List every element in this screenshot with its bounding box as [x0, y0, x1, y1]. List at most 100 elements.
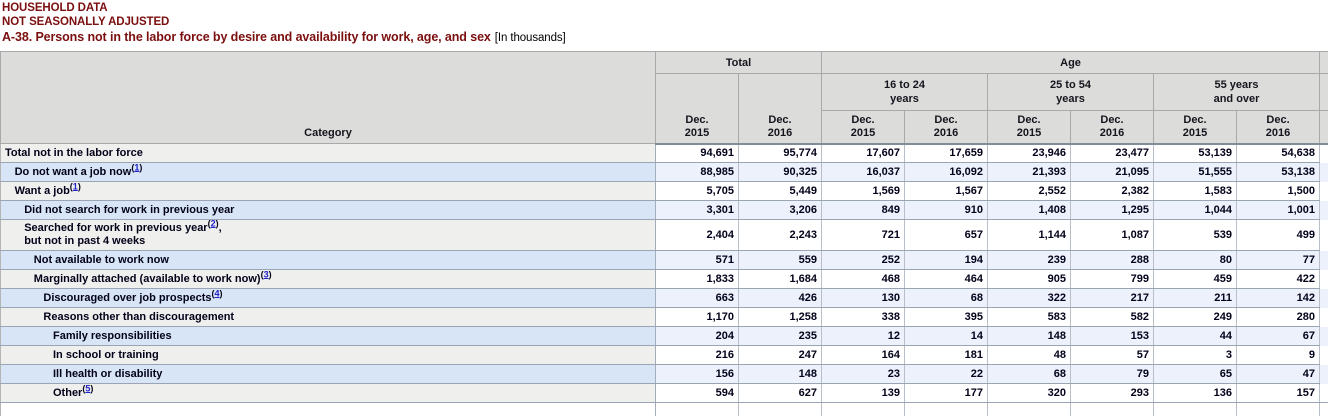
- cutoff-cell: [1319, 269, 1328, 289]
- table-row: Reasons other than discouragement 1,170 1,…: [0, 307, 1328, 327]
- total-dec2015-header: Dec. 2015: [655, 73, 739, 145]
- value-cell: 426: [738, 288, 822, 308]
- value-cell: 1,087: [1070, 219, 1154, 251]
- value-cell: 90,325: [738, 162, 822, 182]
- value-cell: 468: [821, 269, 905, 289]
- value-cell: 1,569: [821, 181, 905, 201]
- value-cell: 217: [1070, 288, 1154, 308]
- value-cell: 5,705: [655, 181, 739, 201]
- category-cell: Did not search for work in previous year: [0, 200, 656, 220]
- value-cell: 3,206: [738, 200, 822, 220]
- units-note: [In thousands]: [494, 32, 566, 44]
- footnote-link[interactable]: 4: [214, 287, 220, 298]
- value-cell: 1,144: [987, 219, 1071, 251]
- table-row: Did not search for work in previous year…: [0, 200, 1328, 220]
- value-cell: 68: [987, 364, 1071, 384]
- category-cell: Do not want a job now(1): [0, 161, 656, 182]
- value-cell: 338: [821, 307, 905, 327]
- value-cell: 1,408: [987, 200, 1071, 220]
- cutoff-cell: [1319, 345, 1328, 365]
- footnote-link[interactable]: 1: [72, 180, 78, 191]
- cutoff-cell: [1319, 383, 1328, 403]
- age1-dec2016-header: Dec. 2016: [904, 110, 988, 145]
- value-cell: 1,001: [1235, 200, 1321, 220]
- value-cell: 22: [904, 364, 988, 384]
- value-cell: 139: [821, 383, 905, 403]
- cutoff-header-cell: [1319, 110, 1328, 145]
- value-cell: 148: [987, 326, 1071, 346]
- value-cell: 21,393: [987, 162, 1071, 182]
- value-cell: 21,095: [1070, 162, 1154, 182]
- value-cell: 594: [655, 383, 739, 403]
- value-cell: 79: [1070, 364, 1154, 384]
- value-cell: 2,404: [655, 219, 739, 251]
- value-cell: 51,555: [1153, 162, 1237, 182]
- value-cell: 799: [1070, 269, 1154, 289]
- value-cell: 57: [1070, 345, 1154, 365]
- value-cell: 23,477: [1070, 143, 1154, 163]
- table-row: Do not want a job now(1) 88,985 90,325 16,0…: [0, 161, 1328, 182]
- seasonal-adjustment-heading: NOT SEASONALLY ADJUSTED: [2, 15, 170, 28]
- footnote-marker: (5): [82, 382, 94, 393]
- value-cell: 1,044: [1153, 200, 1237, 220]
- header-group-row: Category Total Age: [0, 51, 1328, 144]
- page-header: HOUSEHOLD DATA NOT SEASONALLY ADJUSTED A…: [0, 0, 1328, 46]
- table-row: Other(5) 594 627 139 177 320 293 136 157: [0, 382, 1328, 403]
- category-cell: Marginally attached (available to work n…: [0, 268, 656, 289]
- value-cell: 3,301: [655, 200, 739, 220]
- footnote-link[interactable]: 2: [210, 218, 216, 229]
- value-cell: 3: [1153, 345, 1237, 365]
- value-cell: [1153, 402, 1237, 416]
- category-cell: Family responsibilities: [0, 326, 656, 346]
- value-cell: 17,659: [904, 143, 988, 163]
- table-body: Total not in the labor force 94,691 95,774…: [0, 143, 1328, 416]
- footnote-link[interactable]: 3: [263, 268, 269, 279]
- value-cell: 1,500: [1235, 181, 1321, 201]
- footnote-link[interactable]: 1: [134, 161, 140, 172]
- value-cell: 16,037: [821, 162, 905, 182]
- table-row: Total not in the labor force 94,691 95,774…: [0, 143, 1328, 163]
- value-cell: 2,382: [1070, 181, 1154, 201]
- value-cell: 249: [1153, 307, 1237, 327]
- table-row: Discouraged over job prospects(4) 663 426 1…: [0, 287, 1328, 308]
- table-row: Not available to work now 571 559 252 194 239…: [0, 250, 1328, 270]
- value-cell: 77: [1235, 250, 1321, 270]
- footnote-marker: (1): [69, 180, 81, 191]
- value-cell: 211: [1153, 288, 1237, 308]
- value-cell: 68: [904, 288, 988, 308]
- value-cell: 905: [987, 269, 1071, 289]
- value-cell: 627: [738, 383, 822, 403]
- value-cell: 9: [1235, 345, 1321, 365]
- age-25-54-header: 25 to 54 years: [987, 73, 1154, 111]
- value-cell: 130: [821, 288, 905, 308]
- category-cell: [0, 402, 656, 416]
- value-cell: [655, 402, 739, 416]
- table-row: Want a job(1) 5,705 5,449 1,569 1,567 2,552 2,…: [0, 180, 1328, 201]
- value-cell: 288: [1070, 250, 1154, 270]
- age3-dec2015-header: Dec. 2015: [1153, 110, 1237, 145]
- footnote-link[interactable]: 5: [85, 382, 91, 393]
- table-row: Searched for work in previous year(2), bu…: [0, 218, 1328, 251]
- category-cell: Ill health or disability: [0, 364, 656, 384]
- cutoff-header-cell: [1319, 73, 1328, 111]
- value-cell: 153: [1070, 326, 1154, 346]
- age1-dec2015-header: Dec. 2015: [821, 110, 905, 145]
- header-date-row: Dec. 2015 Dec. 2016 Dec. 2015 Dec. 2016 …: [1, 110, 1328, 145]
- value-cell: 164: [821, 345, 905, 365]
- cutoff-cell: [1319, 288, 1328, 308]
- value-cell: 17,607: [821, 143, 905, 163]
- age2-dec2015-header: Dec. 2015: [987, 110, 1071, 145]
- value-cell: 14: [904, 326, 988, 346]
- value-cell: [1319, 402, 1328, 416]
- value-cell: 663: [655, 288, 739, 308]
- cutoff-cell: [1319, 307, 1328, 327]
- cutoff-cell: [1319, 162, 1328, 182]
- value-cell: 54,638: [1235, 143, 1321, 163]
- cutoff-cell: [1319, 143, 1328, 163]
- category-column-header: Category: [0, 51, 656, 144]
- value-cell: 156: [655, 364, 739, 384]
- value-cell: 239: [987, 250, 1071, 270]
- value-cell: 583: [987, 307, 1071, 327]
- value-cell: 136: [1153, 383, 1237, 403]
- value-cell: 1,583: [1153, 181, 1237, 201]
